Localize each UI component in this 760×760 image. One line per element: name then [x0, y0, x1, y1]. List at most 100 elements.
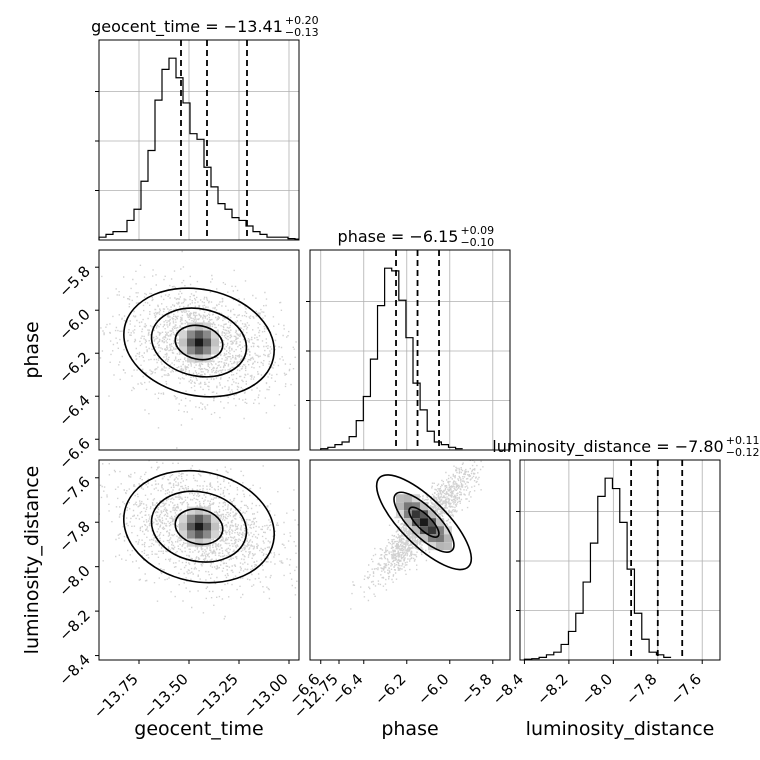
contour [393, 491, 455, 553]
density-cell [403, 510, 412, 519]
x-axis-label: geocent_time [134, 718, 263, 740]
histogram-geocent_time [98, 57, 299, 240]
joint-content [99, 250, 297, 449]
title-upper: +0.20 [285, 14, 319, 27]
y-tick-label: −6.2 [55, 348, 93, 386]
y-tick-label: −6.0 [55, 305, 93, 343]
contour [150, 490, 248, 563]
joint-panel-geocent_time-phase [98, 249, 300, 451]
histogram-luminosity_distance [523, 477, 672, 660]
marginal-title: luminosity_distance = −7.80 [492, 437, 723, 457]
x-tick-label: −13.25 [190, 670, 242, 722]
joint-panel-geocent_time-luminosity_distance [98, 459, 300, 661]
marginal-title: geocent_time = −13.41 [91, 17, 283, 37]
density-cell [411, 518, 420, 527]
density-cell [427, 526, 436, 535]
contour [122, 469, 276, 584]
x-tick-label: −8.2 [533, 670, 571, 708]
density-cell [203, 330, 211, 339]
y-tick-label: −5.8 [55, 262, 93, 300]
panel-frame [98, 249, 300, 451]
density-cell [435, 518, 444, 527]
density-cell [419, 526, 428, 535]
density-cell [187, 514, 195, 523]
y-axis-label: luminosity_distance [21, 466, 43, 655]
density-cell [211, 330, 219, 339]
x-tick-label: −13.75 [90, 670, 142, 722]
title-lower: −0.10 [460, 236, 494, 249]
density-cell [419, 502, 428, 511]
x-tick-label: −7.8 [622, 670, 660, 708]
density-cell [443, 542, 452, 551]
density-cell [187, 322, 195, 331]
density-cell [435, 542, 444, 551]
density-cell [203, 346, 211, 355]
histogram-phase [320, 267, 463, 450]
x-axis-label: phase [381, 718, 438, 740]
density-cell [203, 514, 211, 523]
contour [408, 506, 440, 538]
density-cell [395, 502, 404, 511]
x-tick-label: −8.4 [489, 670, 527, 708]
density-cell [195, 354, 203, 363]
marginal-panel-phase: phase = −6.15 +0.09−0.10 [306, 224, 511, 451]
density-cell [195, 522, 203, 531]
marginal-panel-luminosity_distance: luminosity_distance = −7.80 +0.11−0.12 [492, 434, 760, 661]
joint-panel-phase-luminosity_distance [309, 459, 511, 661]
contour [123, 287, 275, 398]
contour [174, 508, 224, 546]
density-cell [179, 346, 187, 355]
x-tick-label: −7.6 [667, 670, 705, 708]
y-tick-label: −7.8 [55, 517, 93, 555]
panel-background [310, 460, 510, 660]
marginal-title: phase = −6.15 [338, 227, 459, 246]
density-cell [203, 538, 211, 547]
density-cell [179, 522, 187, 531]
density-cell [179, 330, 187, 339]
contour [174, 324, 224, 361]
density-cell [411, 510, 420, 519]
density-cell [195, 506, 203, 515]
density-cell [179, 514, 187, 523]
title-upper: +0.11 [726, 434, 760, 447]
density-cell [187, 338, 195, 347]
density-cell [211, 514, 219, 523]
density-cell [195, 538, 203, 547]
density-cell [435, 526, 444, 535]
density-cell [195, 514, 203, 523]
title-lower: −0.12 [726, 446, 760, 459]
panel-frame [309, 249, 511, 451]
density-cell [187, 354, 195, 363]
x-tick-label: −6.2 [371, 670, 409, 708]
density-cell [195, 322, 203, 331]
density-cell [195, 338, 203, 347]
density-cell [211, 522, 219, 531]
joint-content [350, 460, 484, 610]
panel-background [99, 40, 299, 240]
panel-frame [98, 459, 300, 661]
density-cell [395, 494, 404, 503]
y-tick-label: −6.4 [55, 391, 93, 429]
density-cell [419, 510, 428, 519]
density-cell [419, 518, 428, 527]
x-tick-label: −13.50 [140, 670, 192, 722]
scatter-samples [99, 460, 299, 620]
density-cell [427, 534, 436, 543]
density-cell [187, 346, 195, 355]
x-tick-label: −5.8 [457, 670, 495, 708]
density-cell [211, 346, 219, 355]
density-cell [403, 518, 412, 527]
density-cell [443, 534, 452, 543]
density-cell [187, 506, 195, 515]
y-tick-label: −7.6 [55, 473, 93, 511]
density-cell [403, 494, 412, 503]
density-cell [203, 530, 211, 539]
title-upper: +0.09 [460, 224, 494, 237]
panel-background [310, 250, 510, 450]
y-tick-label: −8.0 [55, 562, 93, 600]
contour [375, 474, 473, 571]
density-cell [411, 526, 420, 535]
density-cell [195, 330, 203, 339]
panel-frame [309, 459, 511, 661]
